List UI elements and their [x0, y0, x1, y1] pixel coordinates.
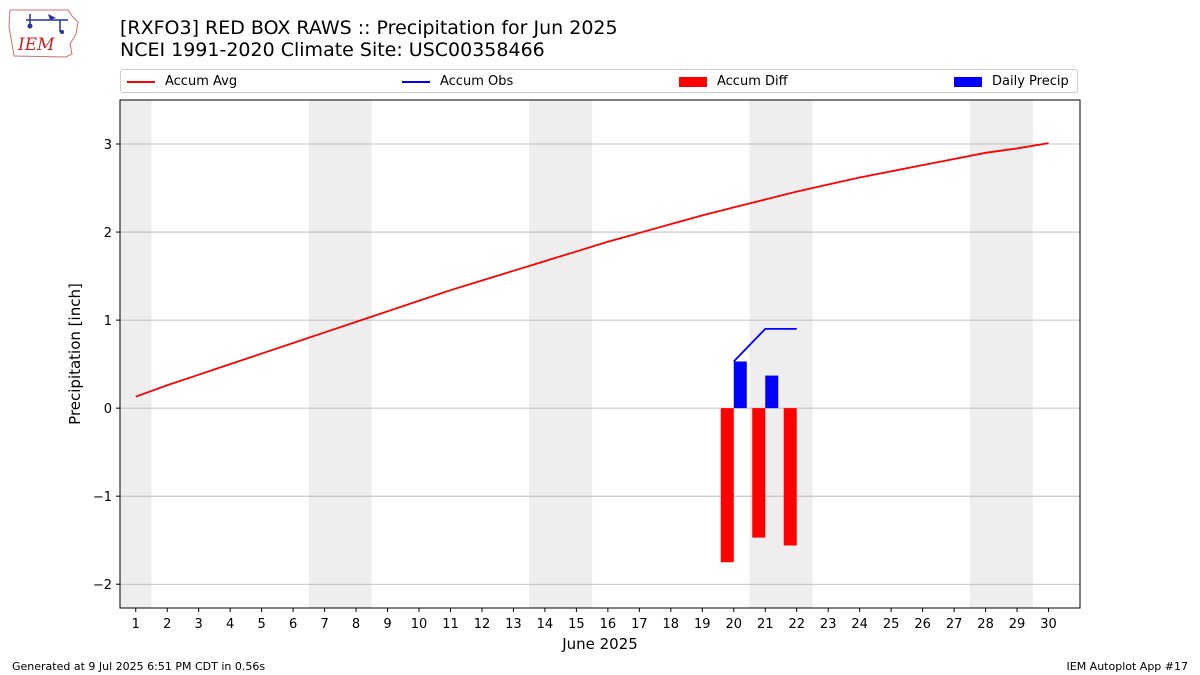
- y-tick-label: −1: [93, 490, 112, 505]
- iem-logo: IEM: [8, 9, 79, 58]
- legend-item-accum-diff: Accum Diff: [679, 74, 788, 90]
- x-tick-label: 21: [757, 617, 774, 632]
- x-tick-label: 23: [820, 617, 837, 632]
- x-tick-label: 12: [474, 617, 491, 632]
- legend-label: Daily Precip: [992, 74, 1069, 89]
- weekend-shade: [969, 100, 1033, 608]
- chart-subtitle: NCEI 1991-2020 Climate Site: USC00358466: [120, 39, 545, 61]
- x-tick-label: 28: [977, 617, 994, 632]
- x-tick-label: 24: [851, 617, 868, 632]
- accum-avg-line: [135, 142, 1049, 398]
- x-tick-label: 4: [226, 617, 234, 632]
- x-axis-label: June 2025: [561, 635, 638, 653]
- x-tick-label: 1: [132, 617, 140, 632]
- x-tick-label: 17: [631, 617, 648, 632]
- chart-title: [RXFO3] RED BOX RAWS :: Precipitation fo…: [120, 17, 618, 39]
- weekend-shade: [529, 100, 593, 608]
- y-axis-label: Precipitation [inch]: [66, 283, 84, 425]
- x-tick-label: 7: [320, 617, 328, 632]
- legend-item-daily-precip: Daily Precip: [954, 74, 1069, 90]
- weekend-shade: [308, 100, 372, 608]
- x-tick-label: 13: [505, 617, 522, 632]
- legend-swatch-daily-precip: [954, 76, 982, 87]
- daily-precip-bar: [765, 375, 779, 409]
- weekend-shade: [749, 100, 813, 608]
- x-tick-label: 25: [883, 617, 900, 632]
- y-tick-label: 3: [104, 138, 112, 153]
- x-tick-label: 6: [289, 617, 297, 632]
- legend-swatch-accum-obs: [402, 80, 430, 83]
- legend-swatch-accum-diff: [679, 76, 707, 87]
- x-tick-label: 29: [1009, 617, 1026, 632]
- daily-precip-bar: [733, 361, 747, 409]
- y-tick-label: 2: [104, 226, 112, 241]
- legend-label: Accum Avg: [165, 74, 238, 89]
- x-tick-label: 19: [694, 617, 711, 632]
- y-tick-label: −2: [93, 578, 112, 593]
- x-tick-label: 2: [163, 617, 171, 632]
- plot-frame: [119, 99, 1081, 609]
- legend-swatch-accum-avg: [127, 80, 155, 83]
- weekend-shade: [120, 100, 152, 608]
- x-tick-label: 3: [195, 617, 203, 632]
- x-tick-label: 10: [411, 617, 428, 632]
- x-tick-label: 22: [788, 617, 805, 632]
- x-tick-label: 9: [383, 617, 391, 632]
- accum-diff-bar: [783, 408, 797, 546]
- logo-text: IEM: [17, 35, 55, 55]
- legend-item-accum-avg: Accum Avg: [127, 74, 237, 90]
- legend-item-accum-obs: Accum Obs: [402, 74, 513, 90]
- x-tick-label: 18: [663, 617, 680, 632]
- accum-diff-bar: [752, 408, 766, 538]
- x-tick-label: 5: [257, 617, 265, 632]
- x-tick-label: 14: [537, 617, 554, 632]
- x-tick-label: 15: [568, 617, 585, 632]
- accum-diff-bar: [720, 408, 734, 563]
- accum-obs-line: [733, 328, 797, 363]
- x-tick-label: 8: [352, 617, 360, 632]
- legend-label: Accum Obs: [440, 74, 514, 89]
- x-tick-label: 16: [600, 617, 617, 632]
- x-tick-label: 20: [725, 617, 742, 632]
- y-tick-label: 1: [104, 314, 112, 329]
- app-label: IEM Autoplot App #17: [1066, 660, 1189, 673]
- legend-label: Accum Diff: [717, 74, 788, 89]
- x-tick-label: 26: [914, 617, 931, 632]
- x-tick-label: 27: [946, 617, 963, 632]
- legend: Accum Avg Accum Obs Accum Diff Daily Pre…: [120, 69, 1078, 93]
- x-tick-label: 30: [1040, 617, 1057, 632]
- y-tick-label: 0: [104, 402, 112, 417]
- generated-timestamp: Generated at 9 Jul 2025 6:51 PM CDT in 0…: [12, 660, 266, 673]
- x-tick-label: 11: [442, 617, 459, 632]
